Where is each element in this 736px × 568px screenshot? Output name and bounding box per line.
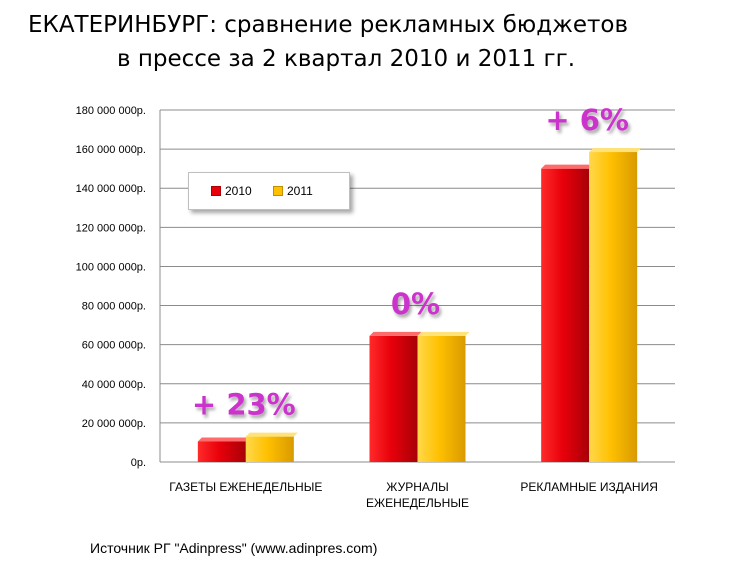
legend-swatch-2010 (211, 186, 221, 196)
x-category-label: ГАЗЕТЫ ЕЖЕНЕДЕЛЬНЫЕ (169, 480, 322, 494)
bar-top-2010-2 (541, 164, 594, 169)
bar-top-2010-0 (197, 437, 250, 442)
change-annotation: + 23% (192, 388, 296, 422)
bar-2010-1 (369, 335, 418, 462)
bar-top-2011-1 (417, 331, 470, 336)
bar-2010-0 (197, 441, 246, 462)
y-tick-label: 160 000 000р. (76, 144, 146, 156)
x-category-label: ЕЖЕНЕДЕЛЬНЫЕ (366, 496, 469, 510)
bar-top-2011-0 (245, 432, 298, 437)
legend-label-2011: 2011 (287, 184, 313, 198)
y-tick-label: 100 000 000р. (76, 261, 146, 273)
legend-item-2010: 2010 (211, 184, 252, 198)
y-tick-label: 80 000 000р. (82, 301, 146, 313)
x-category-label: ЖУРНАЛЫ (386, 480, 448, 494)
y-tick-label: 40 000 000р. (82, 379, 146, 391)
bar-2010-2 (541, 168, 590, 462)
bar-2011-0 (245, 436, 294, 462)
y-tick-label: 140 000 000р. (76, 183, 146, 195)
legend-swatch-2011 (273, 186, 283, 196)
bar-2011-2 (589, 152, 638, 463)
bar-2011-1 (417, 335, 466, 462)
y-tick-label: 60 000 000р. (82, 340, 146, 352)
source-note: Источник РГ "Adinpress" (www.adinpres.co… (90, 540, 378, 556)
legend-label-2010: 2010 (225, 184, 252, 198)
legend-item-2011: 2011 (273, 184, 313, 198)
change-annotation: 0% (391, 287, 440, 321)
chart-title-line-1: ЕКАТЕРИНБУРГ: сравнение рекламных бюджет… (27, 12, 629, 38)
y-tick-label: 120 000 000р. (76, 222, 146, 234)
x-category-label: РЕКЛАМНЫЕ ИЗДАНИЯ (520, 480, 657, 494)
chart-title-line-2: в прессе за 2 квартал 2010 и 2011 гг. (116, 46, 576, 72)
bar-top-2011-2 (589, 148, 642, 153)
y-tick-label: 20 000 000р. (82, 418, 146, 430)
chart-legend: 2010 2011 (188, 172, 350, 210)
change-annotation: + 6% (545, 103, 629, 137)
y-tick-label: 180 000 000р. (76, 105, 146, 117)
y-tick-label: 0р. (131, 457, 146, 469)
bar-top-2010-1 (369, 331, 422, 336)
